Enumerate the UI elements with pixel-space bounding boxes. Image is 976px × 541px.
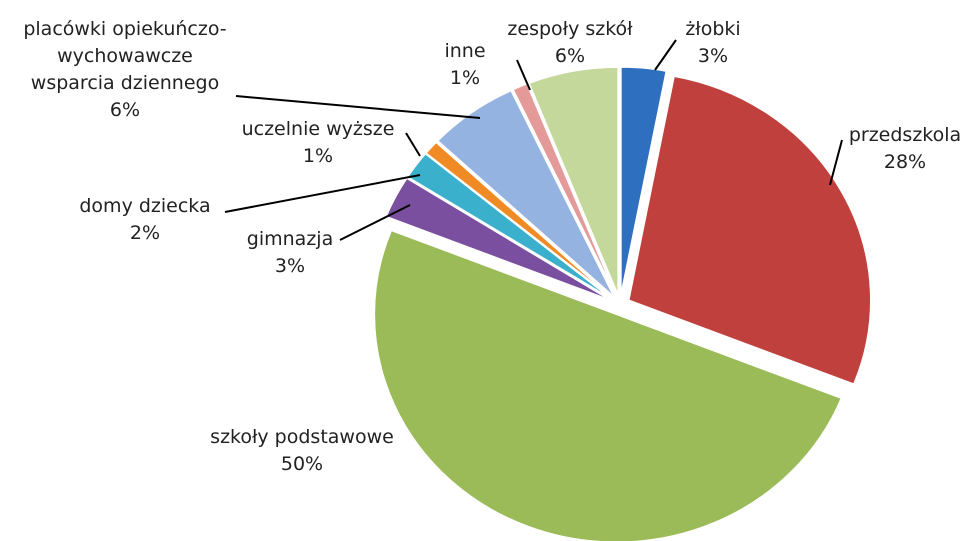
category-label: szkoły podstawowe: [210, 426, 394, 448]
pie-slice: [373, 229, 843, 541]
leader-line: [224, 174, 421, 213]
category-label: inne: [444, 40, 486, 62]
value-label: 50%: [280, 453, 324, 475]
slice-label: domy dziecka 2%: [79, 193, 210, 247]
leader-line: [516, 59, 531, 91]
pie-slice: [528, 66, 619, 296]
leader-line: [829, 139, 843, 186]
category-label: placówki opiekuńczo- wychowawcze wsparci…: [23, 18, 227, 94]
value-label: 3%: [274, 255, 306, 277]
slice-label: gimnazja 3%: [247, 226, 333, 280]
category-label: domy dziecka: [79, 195, 211, 217]
leader-line: [654, 39, 677, 71]
value-label: 1%: [449, 67, 481, 89]
slice-label: żłobki 3%: [685, 16, 740, 70]
leader-line: [339, 204, 411, 241]
slice-label: placówki opiekuńczo- wychowawcze wsparci…: [23, 16, 226, 124]
slice-label: uczelnie wyższe 1%: [242, 116, 395, 170]
value-label: 6%: [554, 45, 586, 67]
pie-slice: [436, 89, 615, 298]
pie-slice: [424, 141, 613, 299]
slice-label: przedszkola 28%: [849, 122, 961, 176]
category-label: przedszkola: [848, 124, 962, 146]
value-label: 3%: [697, 45, 729, 67]
value-label: 1%: [302, 145, 334, 167]
leader-line: [235, 95, 481, 119]
pie-slice: [620, 66, 668, 296]
pie-slice: [627, 75, 872, 386]
category-label: gimnazja: [246, 228, 334, 250]
slice-label: zespoły szkół 6%: [507, 16, 632, 70]
category-label: zespoły szkół: [507, 18, 633, 40]
category-label: żłobki: [685, 18, 741, 40]
value-label: 28%: [883, 151, 927, 173]
leader-line: [405, 132, 421, 157]
slice-label: inne 1%: [444, 38, 485, 92]
value-label: 2%: [129, 222, 161, 244]
slice-label: szkoły podstawowe 50%: [210, 424, 394, 478]
category-label: uczelnie wyższe: [241, 118, 395, 140]
value-label: 6%: [109, 99, 141, 121]
